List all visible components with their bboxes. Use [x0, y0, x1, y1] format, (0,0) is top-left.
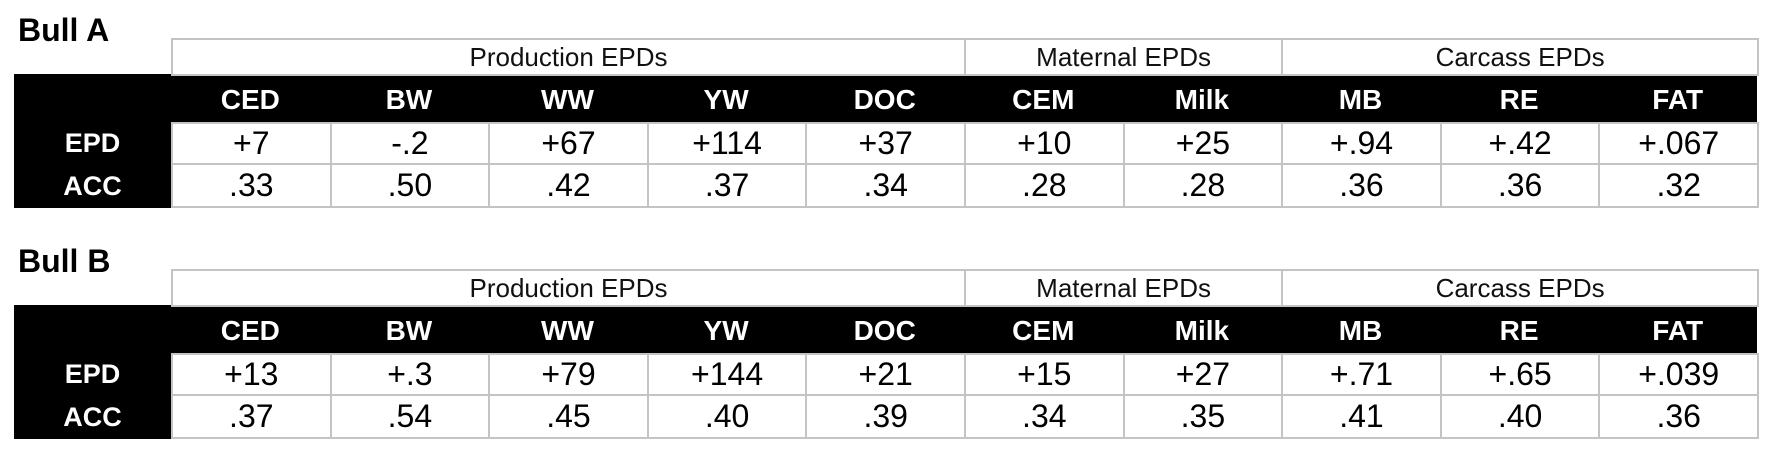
cell: .39	[805, 394, 966, 439]
cell: +.71	[1281, 353, 1442, 396]
column-header: RE	[1499, 84, 1539, 115]
row-label-column	[14, 122, 171, 208]
cell: -.2	[329, 122, 491, 165]
cell: .41	[1281, 394, 1442, 439]
cell: .54	[329, 394, 491, 439]
column-header: BW	[385, 84, 433, 115]
cell: .34	[964, 394, 1125, 439]
column-header: DOC	[853, 315, 916, 346]
cell: .45	[488, 394, 649, 439]
table-title: Bull B	[18, 242, 111, 279]
column-header: YW	[703, 315, 749, 346]
cell: .40	[646, 394, 808, 439]
cell: +.3	[329, 353, 491, 396]
column-header: BW	[385, 315, 433, 346]
cell: .35	[1122, 394, 1284, 439]
column-header: CED	[220, 315, 280, 346]
cell: .42	[488, 163, 649, 208]
group-header: Carcass EPDs	[1281, 38, 1759, 76]
cell: +.94	[1281, 122, 1442, 165]
group-header: Production EPDs	[171, 269, 966, 307]
cell: +.65	[1439, 353, 1601, 396]
cell: .36	[1598, 394, 1759, 439]
row-label-column	[14, 353, 171, 439]
column-header: FAT	[1652, 84, 1704, 115]
column-header: FAT	[1652, 315, 1704, 346]
group-header: Carcass EPDs	[1281, 269, 1759, 307]
cell: .36	[1439, 163, 1601, 208]
header-band	[14, 305, 1757, 353]
cell: .33	[171, 163, 332, 208]
row-label: EPD	[64, 128, 121, 158]
group-header: Maternal EPDs	[964, 269, 1284, 307]
cell: +25	[1122, 122, 1284, 165]
cell: .37	[171, 394, 332, 439]
cell: +10	[964, 122, 1125, 165]
table-title: Bull A	[18, 11, 110, 48]
cell: .37	[646, 163, 808, 208]
cell: +.039	[1598, 353, 1759, 396]
cell: +21	[805, 353, 966, 396]
group-header: Production EPDs	[171, 38, 966, 76]
row-label: ACC	[63, 402, 122, 432]
cell: +67	[488, 122, 649, 165]
cell: +7	[171, 122, 332, 165]
column-header: WW	[541, 84, 594, 115]
cell: .36	[1281, 163, 1442, 208]
header-band	[14, 74, 1757, 122]
group-header: Maternal EPDs	[964, 38, 1284, 76]
cell: +15	[964, 353, 1125, 396]
column-header: RE	[1499, 315, 1539, 346]
row-label: EPD	[64, 359, 121, 389]
cell: +.42	[1439, 122, 1601, 165]
column-header: Milk	[1174, 84, 1230, 115]
cell: +.067	[1598, 122, 1759, 165]
cell: +144	[646, 353, 808, 396]
cell: .50	[329, 163, 491, 208]
column-header: Milk	[1174, 315, 1230, 346]
column-header: MB	[1338, 315, 1383, 346]
cell: +79	[488, 353, 649, 396]
cell: +37	[805, 122, 966, 165]
column-header: CEM	[1012, 315, 1075, 346]
column-header: CEM	[1012, 84, 1075, 115]
cell: +114	[646, 122, 808, 165]
cell: .32	[1598, 163, 1759, 208]
column-header: CED	[220, 84, 280, 115]
cell: .34	[805, 163, 966, 208]
row-label: ACC	[63, 171, 122, 201]
column-header: WW	[541, 315, 594, 346]
cell: .28	[964, 163, 1125, 208]
cell: +13	[171, 353, 332, 396]
cell: +27	[1122, 353, 1284, 396]
column-header: MB	[1338, 84, 1383, 115]
cell: .40	[1439, 394, 1601, 439]
column-header: YW	[703, 84, 749, 115]
column-header: DOC	[853, 84, 916, 115]
cell: .28	[1122, 163, 1284, 208]
